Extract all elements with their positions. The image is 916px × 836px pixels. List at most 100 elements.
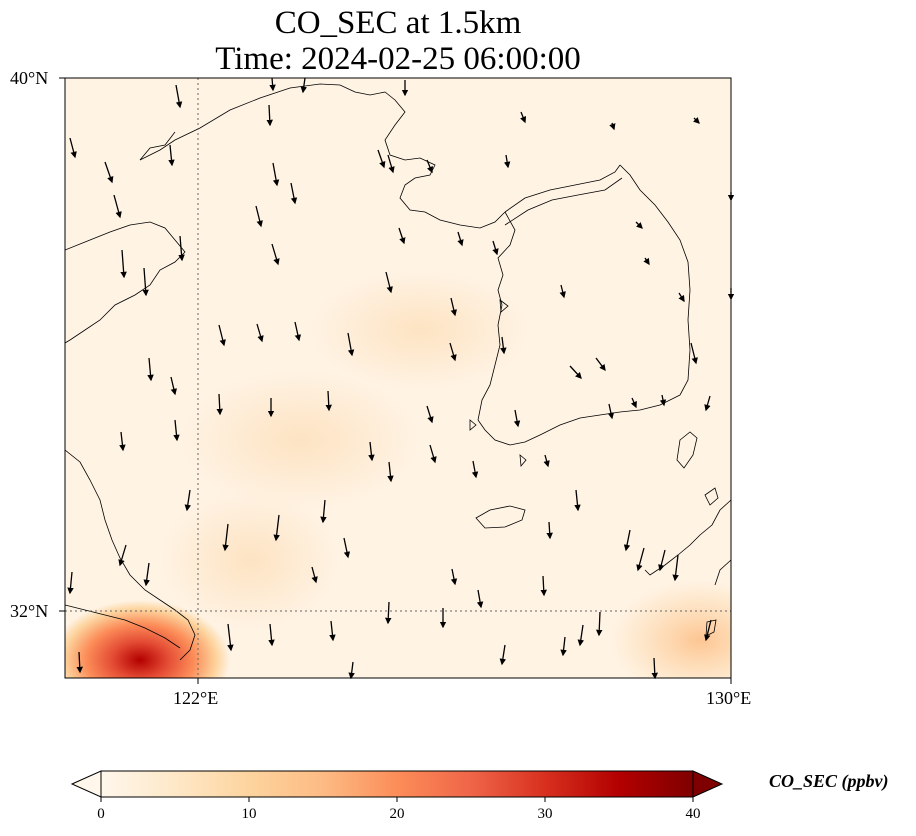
wind-arrow <box>76 651 83 674</box>
wind-arrow <box>69 137 77 159</box>
wind-arrow <box>290 182 298 205</box>
wind-arrow <box>216 393 223 416</box>
wind-arrow <box>426 159 433 174</box>
wind-arrow <box>300 77 307 94</box>
wind-arrow <box>623 529 631 552</box>
wind-arrow <box>574 489 581 512</box>
wind-arrow <box>426 405 434 424</box>
wind-arrow <box>218 324 226 347</box>
wind-arrow <box>513 409 521 428</box>
wind-arrow <box>569 365 582 379</box>
wind-arrow <box>690 342 698 365</box>
wind-arrow <box>595 611 603 637</box>
wind-arrow <box>560 636 567 657</box>
colorbar-tick-10: 10 <box>241 806 257 822</box>
lon-label-130e: 130°E <box>706 688 752 708</box>
wind-arrow <box>173 419 180 442</box>
wind-arrow <box>449 342 457 362</box>
wind-arrow <box>178 235 185 262</box>
wind-arrow <box>377 149 386 169</box>
wind-arrow <box>457 231 464 247</box>
wind-arrow <box>693 117 700 124</box>
wind-arrow <box>398 227 406 245</box>
wind-arrow <box>636 547 645 572</box>
concentration-field <box>65 78 731 678</box>
wind-arrow <box>387 154 395 174</box>
wind-arrow <box>311 566 318 584</box>
wind-arrow <box>170 376 177 396</box>
wind-arrow <box>540 575 547 597</box>
wind-arrow <box>118 544 127 567</box>
wind-arrow <box>500 336 507 355</box>
wind-arrow <box>142 267 149 297</box>
colorbar-tick-30: 30 <box>537 806 553 822</box>
wind-arrow <box>630 397 637 409</box>
wind-arrow <box>607 403 615 420</box>
wind-arrows <box>67 77 735 680</box>
wind-arrow <box>546 521 553 540</box>
wind-arrow <box>429 444 437 464</box>
wind-arrow <box>347 332 355 357</box>
wind-arrow <box>266 104 273 127</box>
wind-arrow <box>635 221 643 229</box>
wind-arrow <box>471 460 479 479</box>
wind-arrow <box>385 601 392 625</box>
map-title-line2: Time: 2024-02-25 06:00:00 <box>215 41 581 77</box>
wind-arrow <box>659 394 667 407</box>
colorbar-min-extend <box>70 770 102 798</box>
wind-arrow <box>672 554 679 582</box>
wind-arrow <box>184 489 191 512</box>
wind-arrow <box>227 623 234 652</box>
colorbar-tick-0: 0 <box>97 806 105 822</box>
wind-arrow <box>678 292 685 303</box>
colorbar-gradient <box>101 771 693 797</box>
wind-arrow <box>499 644 507 666</box>
wind-arrow <box>222 523 229 552</box>
wind-arrow <box>651 657 658 680</box>
lat-label-32n: 32°N <box>10 601 49 621</box>
wind-arrow <box>385 271 393 294</box>
wind-arrow <box>147 357 154 382</box>
wind-arrow <box>387 461 394 483</box>
wind-arrow <box>643 257 650 266</box>
wind-arrow <box>119 431 126 452</box>
wind-arrow <box>595 357 606 372</box>
wind-arrow <box>492 240 499 256</box>
wind-arrow <box>168 144 175 167</box>
colorbar-tick-20: 20 <box>389 806 405 822</box>
wind-arrow <box>143 562 150 587</box>
wind-arrow <box>559 284 566 299</box>
wind-arrow <box>543 454 550 468</box>
wind-arrow <box>450 568 458 586</box>
wind-arrow <box>609 122 616 131</box>
wind-arrow <box>269 77 276 92</box>
wind-arrow <box>325 390 332 412</box>
wind-arrow <box>704 619 712 642</box>
colorbar-max-extend <box>692 770 724 798</box>
coastlines <box>65 83 731 661</box>
wind-arrow <box>175 84 183 109</box>
wind-arrow <box>658 549 666 572</box>
map-title-line1: CO_SEC at 1.5km <box>274 5 522 41</box>
wind-arrow <box>67 571 74 595</box>
wind-arrow <box>704 395 711 412</box>
wind-arrow <box>294 321 302 342</box>
wind-arrow <box>503 154 511 169</box>
wind-arrow <box>256 323 264 343</box>
gridlines <box>65 78 731 678</box>
wind-arrow <box>271 243 280 266</box>
colorbar-tick-40: 40 <box>685 806 701 822</box>
wind-arrow <box>113 194 122 219</box>
wind-arrow <box>320 499 327 524</box>
wind-arrow <box>343 537 351 559</box>
wind-arrow <box>104 161 114 184</box>
wind-arrow <box>268 623 275 647</box>
wind-arrow <box>329 620 336 642</box>
wind-arrow <box>348 661 355 680</box>
wind-arrow <box>520 111 527 124</box>
lat-label-40n: 40°N <box>10 68 49 88</box>
wind-arrow <box>273 514 280 542</box>
wind-arrow <box>450 297 457 317</box>
